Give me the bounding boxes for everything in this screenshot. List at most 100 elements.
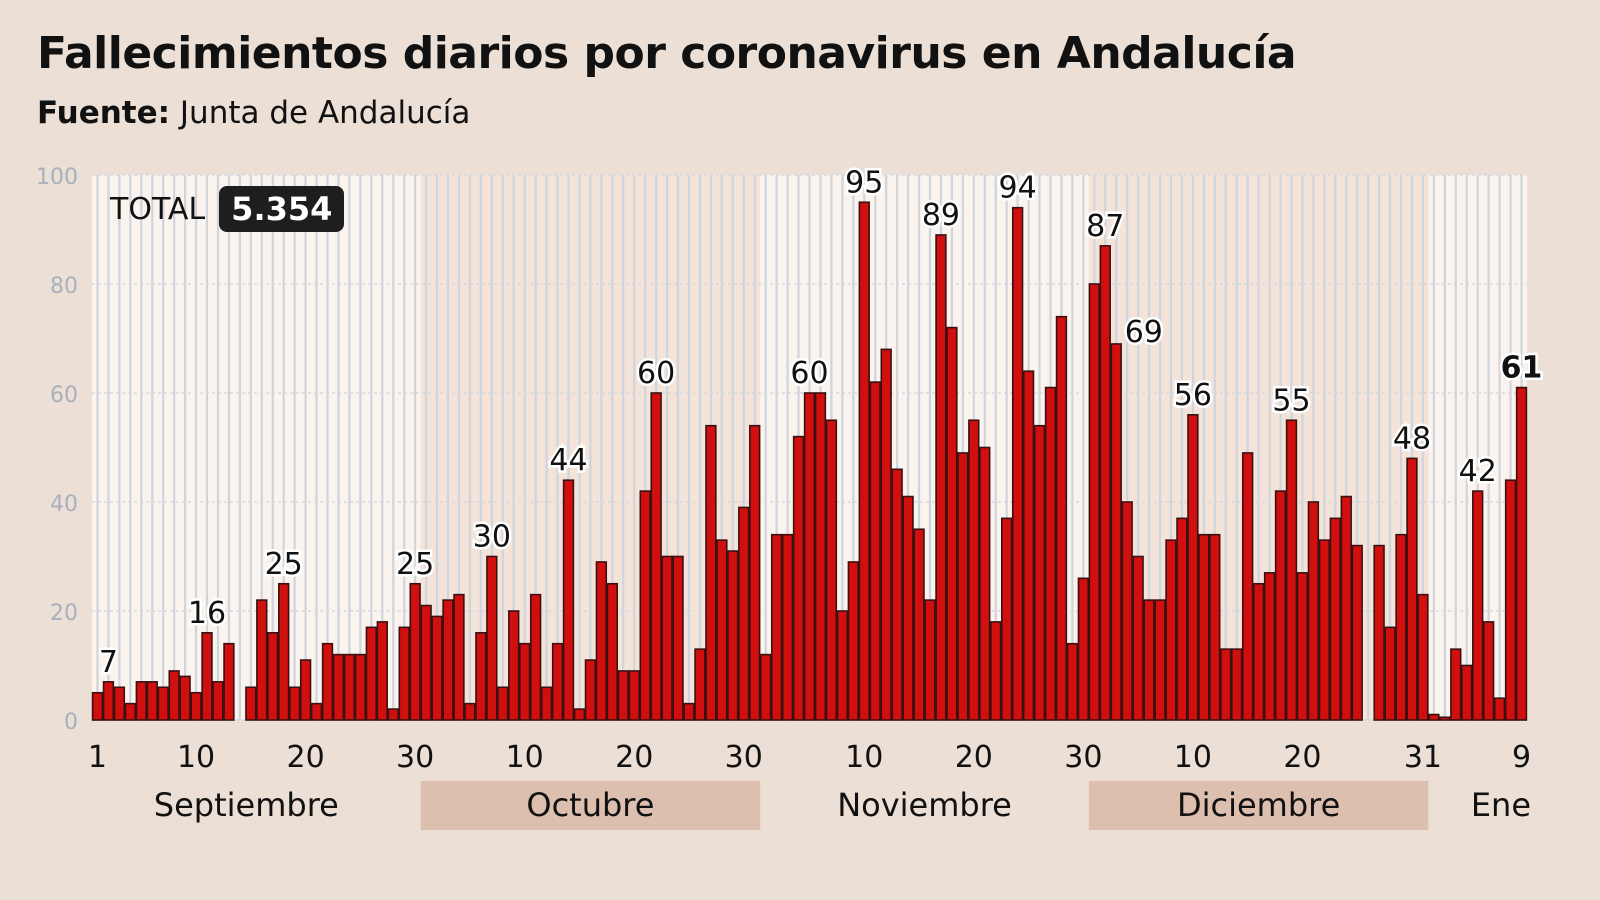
data-label: 7 bbox=[99, 645, 118, 680]
bar bbox=[343, 653, 356, 721]
bar bbox=[1198, 533, 1210, 721]
bar bbox=[694, 648, 706, 721]
bar bbox=[1033, 424, 1046, 721]
bar bbox=[256, 599, 268, 721]
bar bbox=[102, 681, 115, 721]
bar bbox=[157, 686, 169, 721]
source-value: Junta de Andalucía bbox=[179, 95, 471, 131]
month-label: Diciembre bbox=[1177, 786, 1340, 824]
bar bbox=[1077, 577, 1090, 721]
bar bbox=[957, 452, 969, 721]
bar bbox=[508, 610, 520, 721]
bar bbox=[1307, 501, 1320, 721]
bar bbox=[1044, 386, 1057, 721]
bar bbox=[387, 708, 399, 721]
x-tick-label: 10 bbox=[845, 740, 883, 775]
bar bbox=[288, 686, 301, 721]
bar bbox=[880, 348, 892, 721]
bar bbox=[1515, 386, 1528, 721]
bar bbox=[1000, 517, 1013, 721]
bar bbox=[595, 561, 608, 721]
bar bbox=[1461, 664, 1473, 721]
x-tick-label: 10 bbox=[506, 740, 544, 775]
bar bbox=[650, 392, 662, 721]
x-tick-label: 10 bbox=[1174, 740, 1212, 775]
bar bbox=[1318, 539, 1331, 721]
data-label: 60 bbox=[637, 356, 675, 391]
bar bbox=[1395, 533, 1407, 721]
bar bbox=[781, 533, 794, 721]
bar bbox=[1285, 419, 1298, 721]
bar bbox=[442, 599, 454, 721]
y-tick-label: 80 bbox=[50, 274, 78, 299]
bar bbox=[584, 659, 597, 721]
bar bbox=[1439, 716, 1451, 721]
bar bbox=[212, 681, 224, 721]
bar bbox=[869, 381, 881, 721]
data-label: 87 bbox=[1086, 209, 1124, 244]
bar bbox=[858, 201, 870, 721]
bar bbox=[146, 681, 158, 721]
x-tick-label: 31 bbox=[1404, 740, 1442, 775]
bar bbox=[891, 468, 903, 721]
bar bbox=[486, 555, 498, 721]
data-label: 25 bbox=[396, 547, 434, 582]
bar bbox=[814, 392, 827, 721]
bar bbox=[1263, 572, 1276, 721]
bar bbox=[1340, 495, 1352, 721]
bar bbox=[201, 631, 213, 721]
total-label: TOTAL bbox=[110, 191, 206, 227]
bar bbox=[1417, 593, 1429, 721]
bar bbox=[91, 691, 104, 721]
bar bbox=[1110, 343, 1122, 721]
bar bbox=[223, 642, 235, 721]
bar bbox=[924, 599, 936, 721]
bar bbox=[661, 555, 673, 721]
x-tick-label: 30 bbox=[396, 740, 434, 775]
bar bbox=[113, 686, 126, 721]
bar bbox=[1231, 648, 1243, 721]
bar bbox=[617, 670, 629, 721]
bar bbox=[1066, 642, 1079, 721]
x-tick-label: 9 bbox=[1512, 740, 1531, 775]
bar bbox=[1428, 713, 1440, 721]
chart-title: Fallecimientos diarios por coronavirus e… bbox=[37, 28, 1297, 79]
data-label: 55 bbox=[1272, 383, 1310, 418]
bar bbox=[606, 582, 619, 721]
data-label: 89 bbox=[922, 198, 960, 233]
data-label: 44 bbox=[549, 443, 587, 478]
x-tick-label: 20 bbox=[955, 740, 993, 775]
bar bbox=[124, 702, 137, 721]
bar bbox=[760, 653, 772, 721]
bar bbox=[683, 702, 695, 721]
month-label: Ene bbox=[1471, 786, 1531, 824]
data-label: 61 bbox=[1501, 351, 1543, 386]
bar bbox=[1373, 544, 1385, 721]
bar bbox=[1493, 697, 1506, 721]
bar bbox=[562, 479, 575, 721]
bar bbox=[278, 582, 290, 721]
bar bbox=[1329, 517, 1341, 721]
bar bbox=[847, 561, 859, 721]
month-label: Septiembre bbox=[154, 786, 339, 824]
bar bbox=[705, 424, 717, 721]
bar bbox=[1088, 283, 1100, 721]
bar bbox=[464, 702, 476, 721]
bar bbox=[1165, 539, 1177, 721]
data-label: 56 bbox=[1174, 378, 1212, 413]
bar bbox=[738, 506, 750, 721]
source-label: Fuente: bbox=[37, 95, 171, 131]
bar bbox=[913, 528, 925, 721]
y-tick-label: 40 bbox=[50, 492, 78, 517]
bar bbox=[803, 392, 816, 721]
bar bbox=[1504, 479, 1517, 721]
bar bbox=[245, 686, 257, 721]
bar bbox=[1143, 599, 1155, 721]
bar bbox=[1351, 544, 1363, 721]
bar bbox=[979, 446, 991, 721]
bar bbox=[749, 424, 761, 721]
bar bbox=[376, 621, 388, 721]
month-label-box bbox=[420, 781, 761, 830]
bar bbox=[453, 593, 465, 721]
